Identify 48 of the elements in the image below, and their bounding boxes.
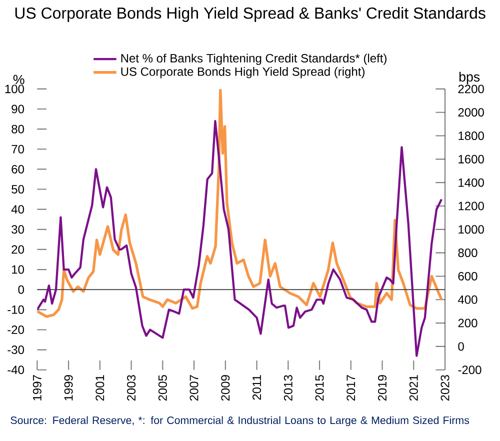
y-tick-label: -40 [8, 366, 24, 374]
y-tick-label: -10 [8, 305, 24, 314]
y-tick-label: 60 [12, 165, 24, 174]
y-tick-label: 90 [12, 104, 24, 114]
x-tick-label: 2007 [190, 375, 198, 401]
y2-tick-label: 1400 [458, 178, 484, 187]
y-tick-label: 100 [5, 84, 24, 94]
y2-tick-label: 0 [458, 342, 464, 351]
x-tick-label: 2017 [346, 375, 356, 401]
y2-tick-label: 1000 [458, 225, 484, 234]
y-tick-label: 30 [12, 225, 24, 234]
y2-tick-label: 200 [458, 318, 478, 328]
y2-tick-label: 2000 [458, 108, 484, 117]
x-tick-label: 2013 [284, 375, 292, 401]
y-tick-label: -30 [8, 346, 24, 354]
x-tick-label: 2021 [409, 375, 418, 401]
y2-tick-label: 800 [458, 248, 478, 258]
chart-title: US Corporate Bonds High Yield Spread & Banks' Credit Standards [15, 7, 486, 22]
x-tick-label: 2023 [440, 375, 450, 401]
source-note: Source: Federal Reserve, *: for Commercial & Industrial Loans to Large & Medium Sized Firms [10, 416, 470, 426]
x-tick-label: 2005 [158, 375, 167, 401]
y2-tick-label: 400 [458, 295, 478, 304]
x-tick-label: 2019 [378, 375, 387, 401]
y-tick-label: 70 [12, 144, 24, 154]
y2-tick-label: 1200 [458, 202, 484, 210]
y2-axis-title: bps [459, 72, 480, 84]
y-axis-title: % [13, 74, 24, 84]
y-tick-label: 80 [12, 124, 24, 134]
legend-label: Net % of Banks Tightening Credit Standards* (left) [121, 54, 386, 65]
y-tick-label: -20 [8, 326, 24, 334]
y2-tick-label: -200 [458, 366, 482, 374]
y-tick-label: 50 [12, 185, 24, 194]
x-tick-label: 2011 [252, 375, 262, 400]
y2-tick-label: 600 [458, 272, 478, 281]
y2-tick-label: 1800 [458, 132, 484, 140]
y-tick-label: 0 [18, 285, 24, 294]
legend-label: US Corporate Bonds High Yield Spread (right) [121, 67, 364, 78]
x-tick-label: 2001 [96, 375, 104, 401]
x-tick-label: 2003 [127, 375, 136, 401]
y2-tick-label: 2200 [458, 84, 484, 94]
y-tick-label: 40 [11, 205, 24, 214]
x-tick-label: 2009 [221, 375, 230, 401]
x-tick-label: 1999 [64, 375, 73, 400]
y-tick-label: 20 [12, 245, 24, 254]
x-tick-label: 2015 [315, 375, 324, 401]
y-tick-label: 10 [12, 265, 24, 274]
x-tick-label: 1997 [32, 375, 42, 400]
y2-tick-label: 1600 [458, 155, 484, 164]
